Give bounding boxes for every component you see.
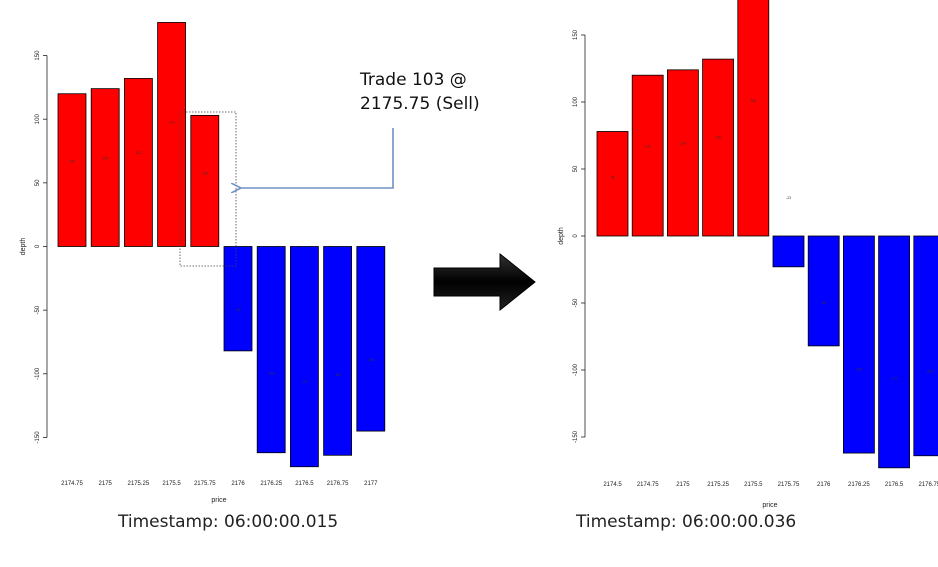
bar bbox=[843, 235, 875, 454]
depth-chart-before: -150 -100 -50 0 50 100 150 depth 120 2174.75 124 21… bbox=[20, 22, 386, 504]
bar-value-label: 120 bbox=[69, 159, 75, 163]
bar bbox=[289, 246, 319, 468]
y-tick-label: -50 bbox=[573, 298, 579, 307]
y-tick-label: 100 bbox=[573, 96, 579, 107]
x-tick-label: 2174.5 bbox=[603, 482, 622, 488]
y-tick-label: 100 bbox=[35, 114, 41, 125]
y-tick-label: 0 bbox=[573, 234, 579, 238]
x-tick-label: 2175.5 bbox=[162, 481, 181, 487]
bar-value-label: -164 bbox=[926, 369, 933, 373]
bar bbox=[323, 246, 353, 456]
bar-value-label: 132 bbox=[135, 151, 141, 155]
y-tick-label: 150 bbox=[573, 29, 579, 40]
x-tick-label: 2176.5 bbox=[295, 481, 314, 487]
timestamp-before: Timestamp: 06:00:00.015 bbox=[118, 512, 339, 532]
bar-value-label: -82 bbox=[821, 301, 826, 305]
x-tick-label: 2175.75 bbox=[778, 482, 800, 488]
x-tick-label: 2175 bbox=[99, 481, 113, 487]
bar-value-label: -162 bbox=[268, 371, 275, 375]
x-tick-label: 2176.25 bbox=[260, 481, 282, 487]
bar bbox=[356, 246, 386, 432]
bar-value-label: -173 bbox=[301, 380, 308, 384]
bar-value-label: 120 bbox=[645, 145, 651, 149]
bar-value-label: -82 bbox=[235, 308, 240, 312]
x-tick-label: 2175.25 bbox=[707, 482, 729, 488]
x-tick-label: 2176.25 bbox=[848, 482, 870, 488]
y-tick-label: -150 bbox=[35, 431, 41, 444]
bar bbox=[667, 69, 699, 237]
bar-value-label: 78 bbox=[611, 176, 615, 180]
bar bbox=[190, 114, 220, 247]
x-tick-label: 2176.75 bbox=[918, 482, 938, 488]
trade-annotation-line-2: 2175.75 (Sell) bbox=[360, 94, 480, 114]
bar bbox=[737, 0, 770, 237]
x-tick-label: 2176.75 bbox=[327, 481, 349, 487]
depth-chart-after: -150 -100 -50 0 50 100 150 depth 78 2174.5 120 2174… bbox=[558, 0, 938, 509]
bar bbox=[772, 235, 805, 268]
bar bbox=[807, 235, 840, 347]
bar-value-label: 176 bbox=[169, 120, 175, 124]
bar bbox=[90, 88, 120, 247]
callout-arrow bbox=[239, 128, 394, 188]
bar-value-label: 124 bbox=[102, 157, 108, 161]
bar bbox=[57, 93, 87, 247]
x-tick-label: 2177 bbox=[364, 481, 378, 487]
bar-value-label: 124 bbox=[680, 142, 686, 146]
bar-value-label: -23 bbox=[786, 196, 791, 200]
y-axis-label: depth bbox=[20, 238, 27, 256]
bar-value-label: 182 bbox=[750, 99, 756, 103]
bar-value-label: 132 bbox=[715, 136, 721, 140]
bar bbox=[256, 246, 286, 454]
bar bbox=[596, 131, 629, 237]
x-tick-label: 2175.5 bbox=[744, 482, 763, 488]
bar bbox=[124, 78, 153, 247]
y-tick-label: 50 bbox=[35, 179, 41, 186]
x-tick-label: 2176 bbox=[231, 481, 245, 487]
x-tick-label: 2175.25 bbox=[128, 481, 150, 487]
y-tick-label: 50 bbox=[573, 165, 579, 172]
trade-annotation-line-1: Trade 103 @ bbox=[360, 70, 467, 90]
bar bbox=[878, 235, 910, 469]
bar bbox=[913, 235, 938, 457]
bar bbox=[631, 74, 664, 237]
timestamp-after: Timestamp: 06:00:00.036 bbox=[576, 512, 797, 532]
bar-value-label: -145 bbox=[367, 358, 374, 362]
bar bbox=[702, 58, 734, 237]
y-tick-label: 0 bbox=[35, 244, 41, 248]
x-tick-label: 2174.75 bbox=[61, 481, 83, 487]
trade-annotation: Trade 103 @ 2175.75 (Sell) bbox=[360, 68, 480, 116]
bar bbox=[223, 246, 253, 352]
bar-value-label: -162 bbox=[855, 368, 862, 372]
y-tick-label: -50 bbox=[35, 305, 41, 314]
x-tick-label: 2174.75 bbox=[637, 482, 659, 488]
x-axis-label: price bbox=[211, 497, 226, 504]
y-tick-label: 150 bbox=[35, 50, 41, 61]
x-axis-label: price bbox=[762, 502, 777, 509]
x-tick-label: 2175.75 bbox=[194, 481, 216, 487]
transition-arrow bbox=[433, 252, 536, 312]
x-tick-label: 2176 bbox=[817, 482, 831, 488]
y-tick-label: -100 bbox=[35, 367, 41, 380]
y-axis-label: depth bbox=[558, 227, 565, 245]
y-tick-label: -100 bbox=[573, 363, 579, 376]
bar bbox=[157, 22, 187, 247]
bar-value-label: -173 bbox=[891, 377, 898, 381]
bar-value-label: -164 bbox=[334, 373, 341, 377]
bar-value-label: 103 bbox=[202, 171, 208, 175]
x-tick-label: 2176.5 bbox=[885, 482, 904, 488]
y-tick-label: -150 bbox=[573, 430, 579, 443]
x-tick-label: 2175 bbox=[676, 482, 690, 488]
